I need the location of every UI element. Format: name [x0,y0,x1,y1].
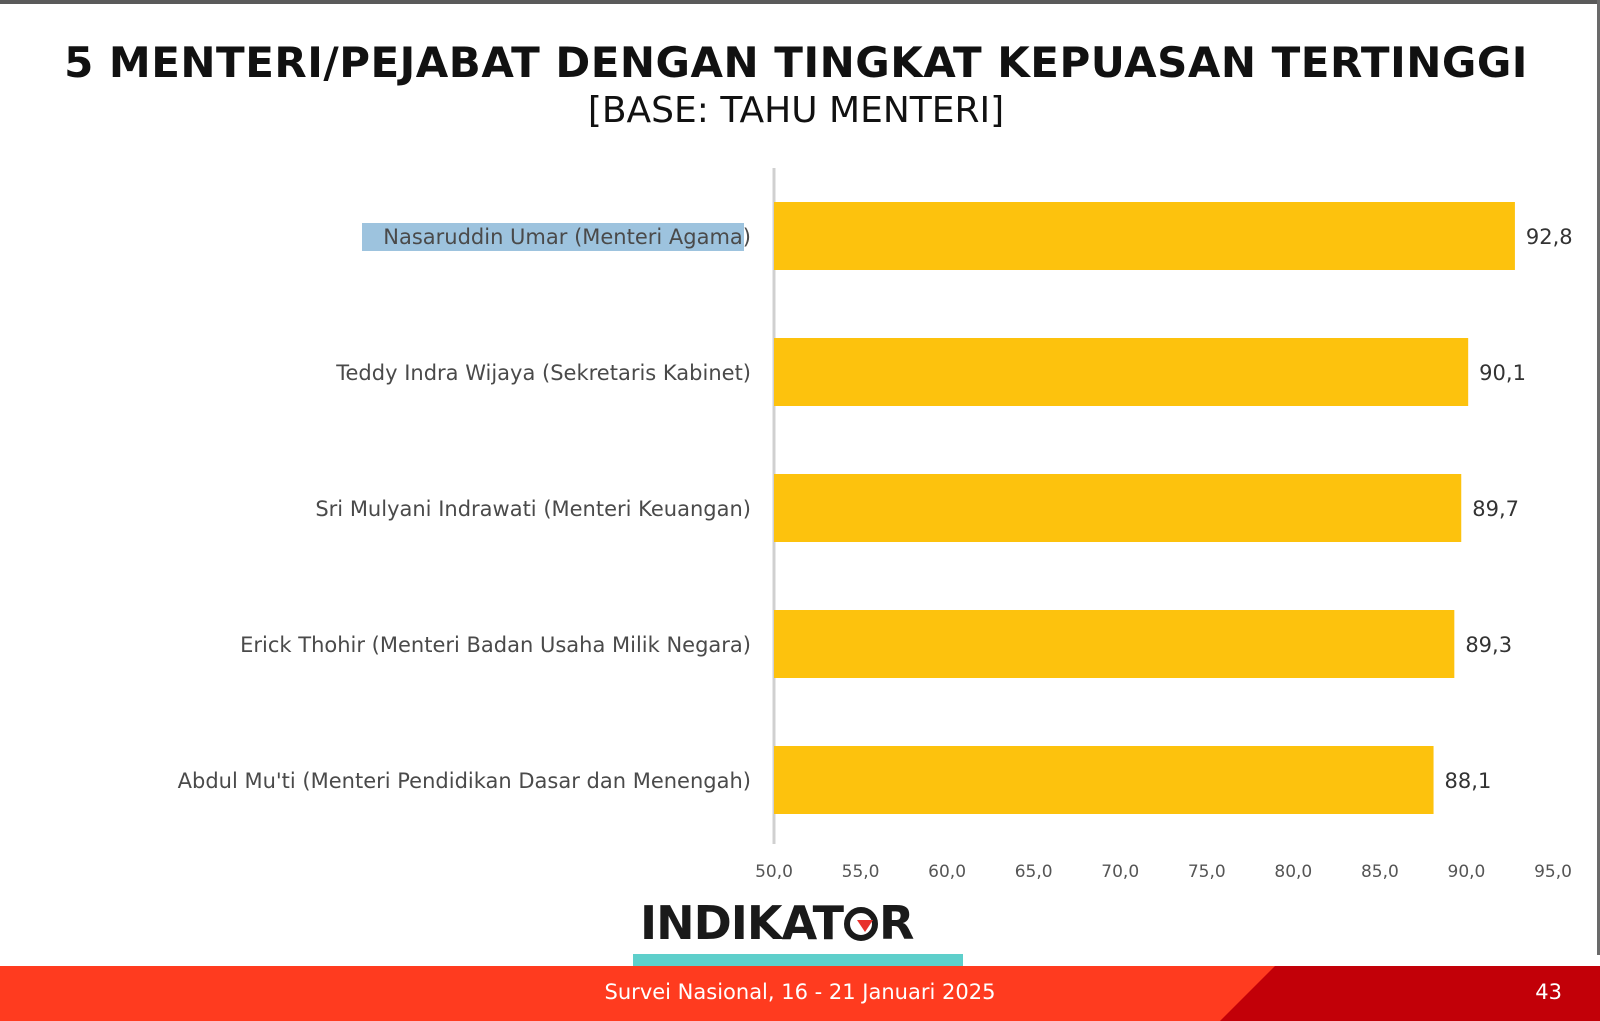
page-number: 43 [1535,980,1562,1004]
x-tick-label: 70,0 [1101,862,1139,882]
bar [774,746,1434,814]
bar [774,202,1515,270]
x-tick-label: 90,0 [1448,862,1486,882]
category-label: Sri Mulyani Indrawati (Menteri Keuangan) [315,497,751,521]
bar [774,610,1455,678]
bar [774,338,1469,406]
x-tick-label: 80,0 [1274,862,1312,882]
chart-subtitle: [BASE: TAHU MENTERI] [587,90,1005,131]
value-label: 88,1 [1445,769,1492,793]
value-label: 89,7 [1472,497,1519,521]
bar [774,474,1462,542]
logo-text-right: R [878,896,914,950]
x-tick-label: 95,0 [1534,862,1572,882]
x-tick-label: 55,0 [842,862,880,882]
value-label: 92,8 [1526,225,1573,249]
indikator-logo: INDIKAT R [640,900,914,946]
footer-dark-panel [1220,966,1600,1021]
category-label: Erick Thohir (Menteri Badan Usaha Milik … [240,633,751,657]
x-tick-label: 75,0 [1188,862,1226,882]
chart-title: 5 MENTERI/PEJABAT DENGAN TINGKAT KEPUASA… [64,38,1528,87]
category-label: Teddy Indra Wijaya (Sekretaris Kabinet) [335,361,751,385]
category-label: Nasaruddin Umar (Menteri Agama) [383,225,751,249]
logo-text-mid: AT [781,896,844,950]
logo-text-left: INDIK [640,896,783,950]
label-selection-highlight [362,223,744,251]
x-tick-label: 65,0 [1015,862,1053,882]
x-tick-label: 60,0 [928,862,966,882]
footer-survey-text: Survei Nasional, 16 - 21 Januari 2025 [604,980,996,1004]
top-border [0,0,1600,4]
logo-o-icon [843,907,878,941]
value-label: 89,3 [1465,633,1512,657]
value-label: 90,1 [1479,361,1526,385]
right-border [1597,0,1600,955]
x-tick-label: 50,0 [755,862,793,882]
bar-chart: Nasaruddin Umar (Menteri Agama) 92,8 Teddy… [178,168,1573,882]
x-tick-label: 85,0 [1361,862,1399,882]
category-label: Abdul Mu'ti (Menteri Pendidikan Dasar da… [178,769,751,793]
footer-bar: Survei Nasional, 16 - 21 Januari 2025 43 [0,966,1600,1021]
